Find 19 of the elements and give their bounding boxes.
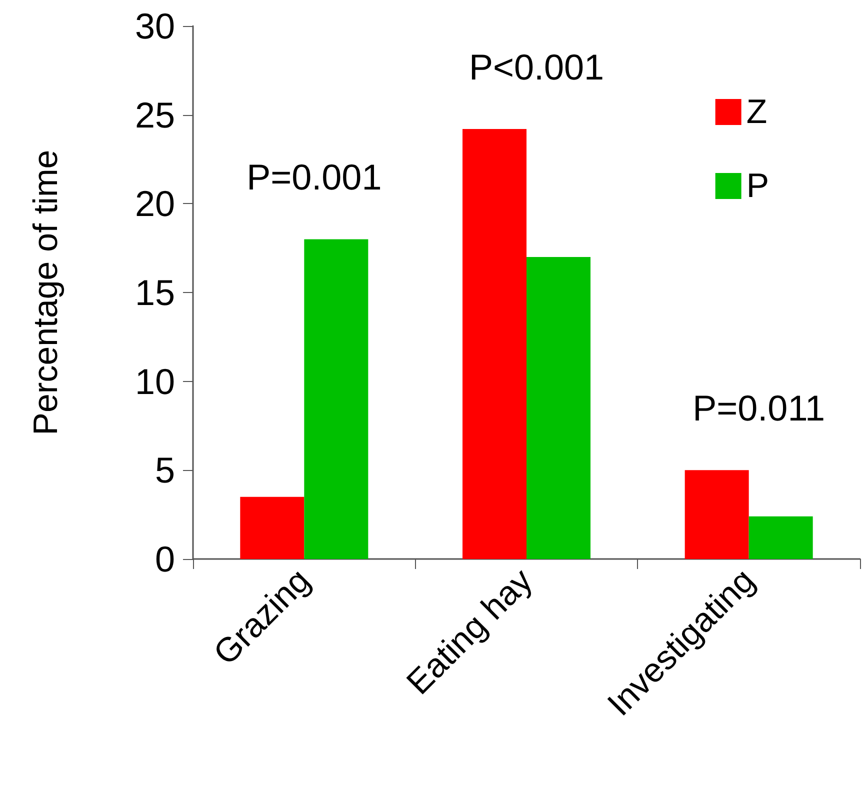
legend-label: Z xyxy=(746,93,768,131)
bar xyxy=(526,256,590,559)
y-tick-label: 20 xyxy=(134,183,175,224)
bar xyxy=(462,129,526,559)
bar xyxy=(684,470,749,559)
bar xyxy=(748,516,813,559)
y-axis-title: Percentage of time xyxy=(27,150,65,436)
annotation: P<0.001 xyxy=(468,46,604,88)
y-tick-label: 25 xyxy=(134,94,175,136)
y-tick-label: 0 xyxy=(154,538,175,580)
annotation: P=0.001 xyxy=(246,156,382,198)
legend-label: P xyxy=(746,167,770,205)
annotation: P=0.011 xyxy=(692,388,826,429)
y-tick-label: 5 xyxy=(154,450,175,491)
y-tick-label: 15 xyxy=(134,272,175,313)
y-tick-label: 10 xyxy=(134,360,175,402)
bar xyxy=(304,239,368,559)
bar xyxy=(240,496,304,559)
y-tick-label: 30 xyxy=(134,6,175,46)
